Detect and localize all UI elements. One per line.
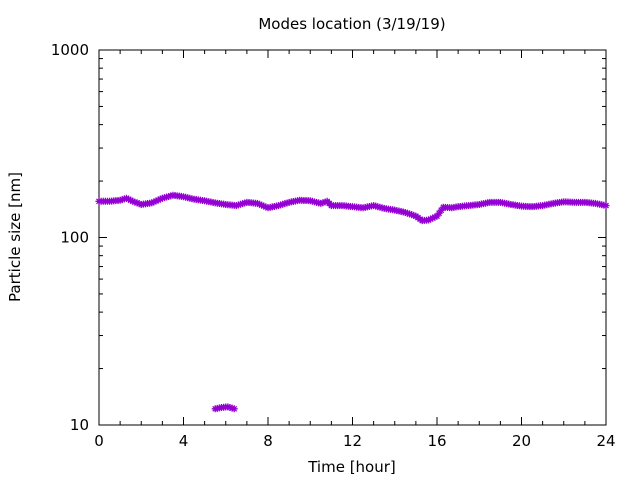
data-point <box>148 199 156 207</box>
data-point <box>135 200 143 208</box>
x-tick-label: 16 <box>427 432 446 450</box>
x-axis-label: Time [hour] <box>307 458 396 476</box>
data-point <box>433 212 441 220</box>
data-point <box>152 197 160 205</box>
data-point <box>253 199 261 207</box>
data-point <box>230 405 238 413</box>
data-point <box>425 216 433 224</box>
data-point <box>406 210 414 218</box>
data-point <box>133 199 141 207</box>
data-point <box>429 214 437 222</box>
data-point <box>131 198 139 206</box>
data-point <box>116 196 124 204</box>
chart-title: Modes location (3/19/19) <box>258 15 445 33</box>
data-point <box>129 197 137 205</box>
axis-ticks <box>98 49 607 426</box>
axis-tick-labels: 0 4 8 12 16 20 24 10 100 1000 <box>51 41 616 450</box>
data-point <box>408 211 416 219</box>
data-point <box>427 215 435 223</box>
x-tick-label: 12 <box>343 432 362 450</box>
data-point <box>401 208 409 216</box>
data-point <box>260 202 268 210</box>
data-point <box>228 404 236 412</box>
data-point <box>224 403 232 411</box>
y-tick-label: 1000 <box>51 41 89 59</box>
data-point <box>319 199 327 207</box>
data-point <box>122 194 130 202</box>
data-point <box>431 213 439 221</box>
data-point <box>262 203 270 211</box>
data-points <box>95 191 610 413</box>
data-point <box>435 209 443 217</box>
x-tick-label: 4 <box>179 432 189 450</box>
plot-border <box>98 49 607 426</box>
data-point <box>127 196 135 204</box>
data-point <box>258 201 266 209</box>
x-tick-label: 24 <box>596 432 615 450</box>
data-point <box>317 199 325 207</box>
y-axis-label: Particle size [nm] <box>6 172 24 302</box>
data-point <box>321 198 329 206</box>
data-point <box>154 196 162 204</box>
data-point <box>118 196 126 204</box>
data-point <box>125 195 133 203</box>
y-tick-label: 100 <box>60 229 89 247</box>
data-point <box>150 198 158 206</box>
x-tick-label: 20 <box>512 432 531 450</box>
data-point <box>403 209 411 217</box>
data-point <box>437 206 445 214</box>
data-point <box>120 195 128 203</box>
data-point <box>226 403 234 411</box>
x-tick-label: 0 <box>94 432 104 450</box>
data-point <box>156 195 164 203</box>
x-tick-label: 8 <box>263 432 273 450</box>
plot-frame <box>98 49 607 426</box>
data-point <box>410 211 418 219</box>
data-point <box>256 200 264 208</box>
y-tick-label: 10 <box>70 416 89 434</box>
data-point <box>602 202 610 210</box>
